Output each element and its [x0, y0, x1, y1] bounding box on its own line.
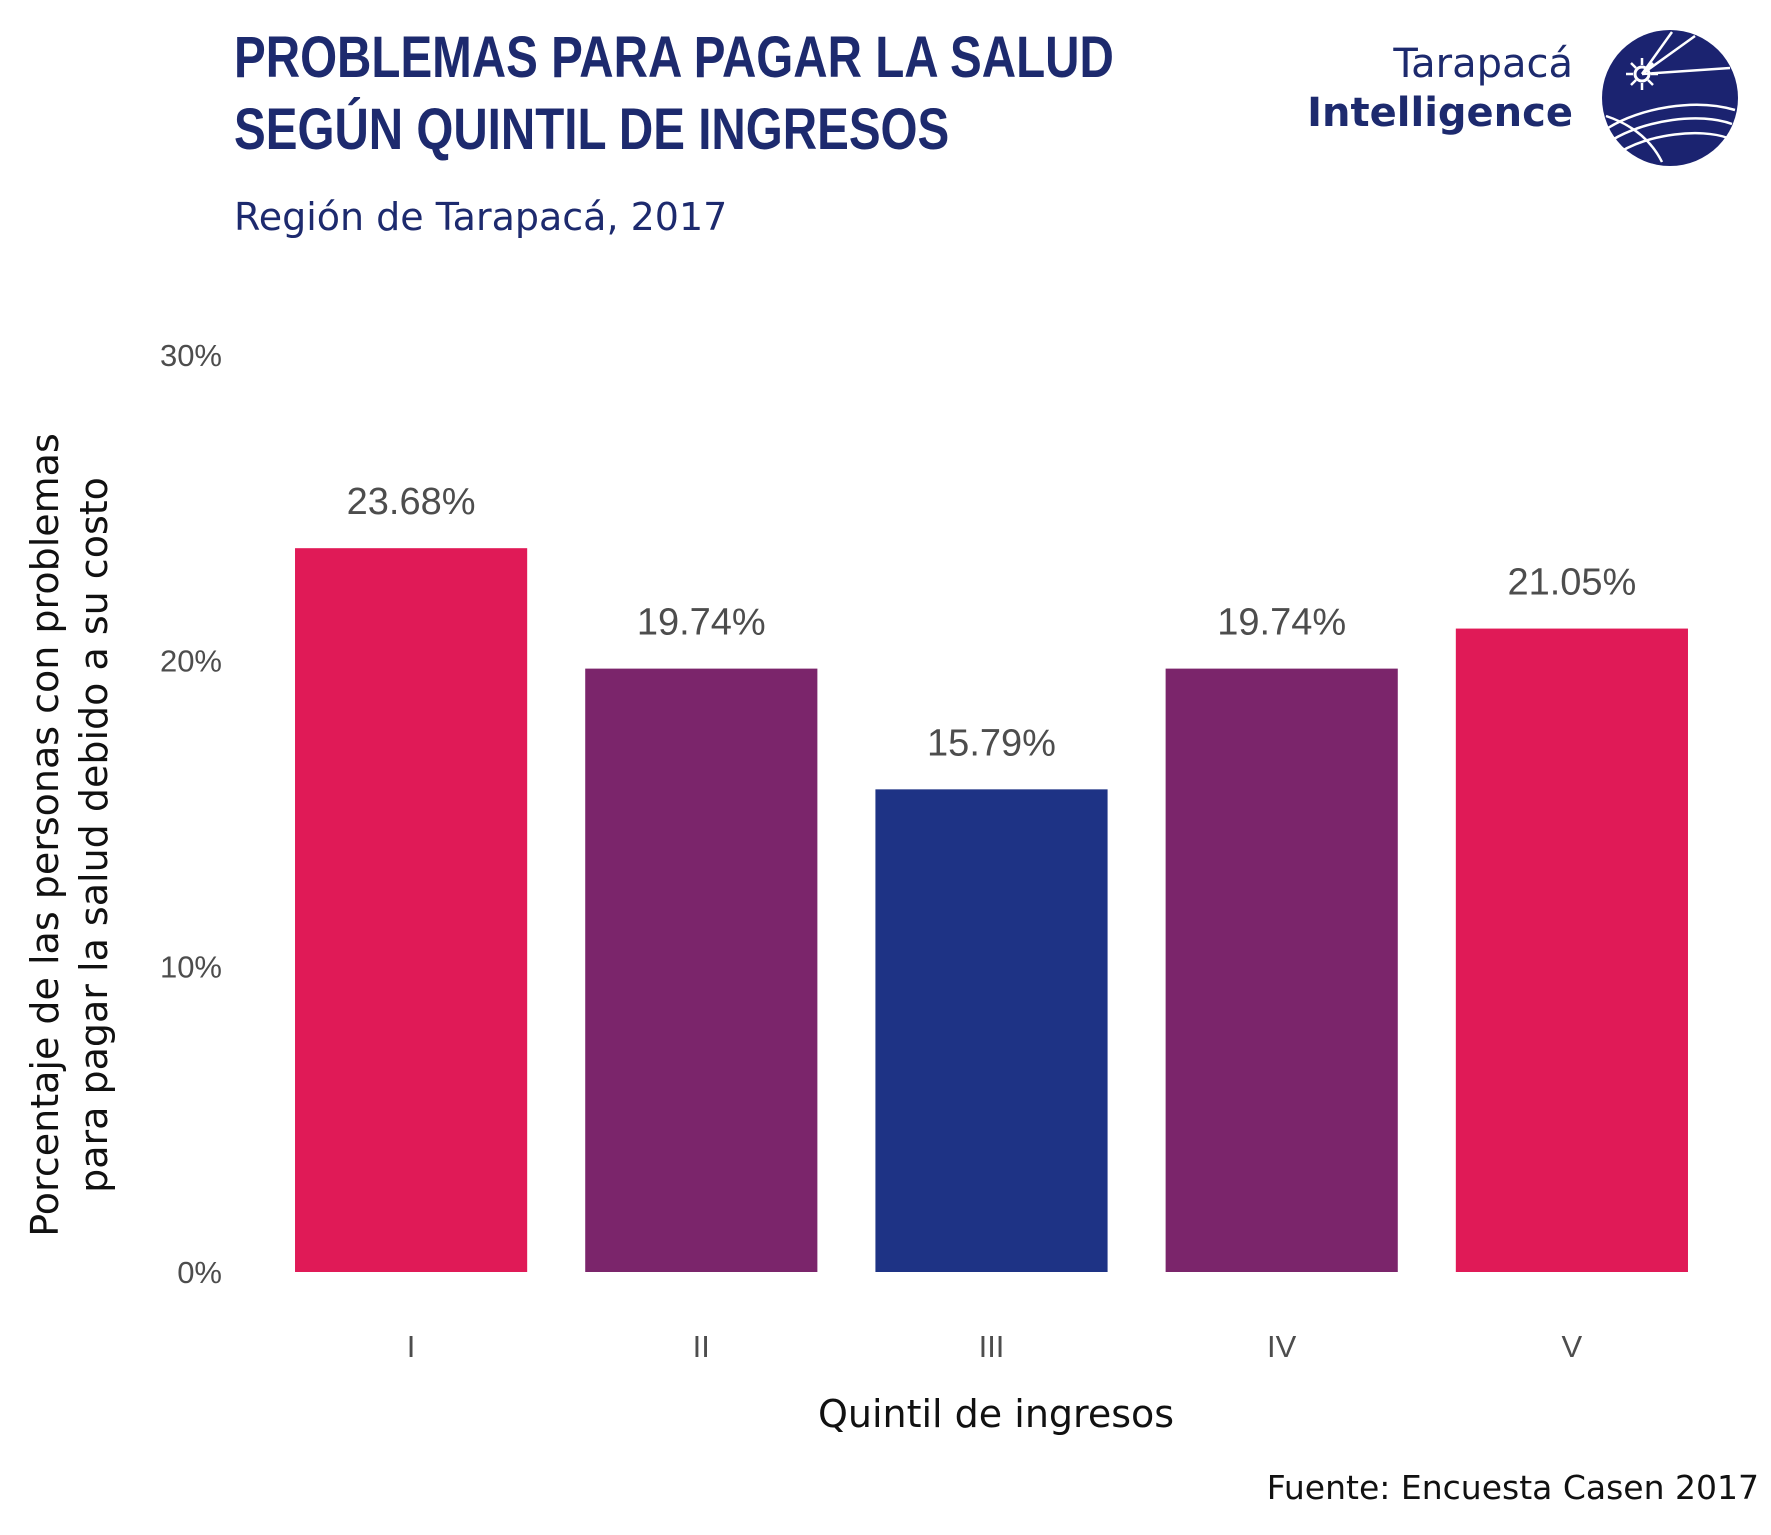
- logo-text-line-1: Tarapacá: [1393, 41, 1573, 87]
- data-label-III: 15.79%: [927, 722, 1056, 764]
- bar-II: [585, 668, 818, 1272]
- bar-IV: [1165, 668, 1398, 1272]
- y-tick-label: 10%: [160, 949, 222, 984]
- data-label-II: 19.74%: [637, 602, 766, 644]
- data-labels: 23.68% 19.74% 15.79% 19.74% 21.05%: [347, 481, 1637, 764]
- x-axis-ticks: I II III IV V: [407, 1329, 1583, 1364]
- y-axis-title: Porcentaje de las personas con problemas…: [23, 433, 116, 1237]
- logo-text: Tarapacá Intelligence: [1307, 40, 1573, 138]
- globe-compass-icon: [1602, 30, 1738, 166]
- x-tick-label-V: V: [1562, 1329, 1583, 1364]
- bar-I: [295, 548, 528, 1272]
- data-label-IV: 19.74%: [1217, 602, 1346, 644]
- chart-title: PROBLEMAS PARA PAGAR LA SALUD SEGÚN QUIN…: [234, 22, 1114, 166]
- y-tick-label: 30%: [160, 338, 222, 373]
- logo-text-line-2: Intelligence: [1307, 90, 1573, 136]
- x-tick-label-I: I: [407, 1329, 416, 1364]
- y-axis-title-line-1: Porcentaje de las personas con problemas: [23, 433, 67, 1237]
- x-tick-label-IV: IV: [1267, 1329, 1297, 1364]
- x-tick-label-III: III: [979, 1329, 1005, 1364]
- data-label-I: 23.68%: [347, 481, 476, 523]
- chart-title-line-1: PROBLEMAS PARA PAGAR LA SALUD: [234, 25, 1114, 90]
- chart-subtitle: Región de Tarapacá, 2017: [234, 195, 728, 239]
- y-tick-label: 0%: [177, 1255, 222, 1290]
- bars: [295, 548, 1688, 1272]
- y-tick-label: 20%: [160, 644, 222, 679]
- bar-V: [1455, 628, 1688, 1272]
- y-axis-ticks: 0% 10% 20% 30%: [160, 338, 222, 1290]
- x-tick-label-II: II: [693, 1329, 710, 1364]
- x-axis-title: Quintil de ingresos: [818, 1392, 1174, 1436]
- tarapaca-intelligence-logo: Tarapacá Intelligence: [1290, 28, 1740, 168]
- y-axis-title-line-2: para pagar la salud debido a su costo: [72, 477, 116, 1193]
- data-label-V: 21.05%: [1507, 562, 1636, 604]
- bar-III: [875, 789, 1108, 1272]
- source-note: Fuente: Encuesta Casen 2017: [1266, 1468, 1759, 1507]
- chart-title-line-2: SEGÚN QUINTIL DE INGRESOS: [234, 97, 950, 162]
